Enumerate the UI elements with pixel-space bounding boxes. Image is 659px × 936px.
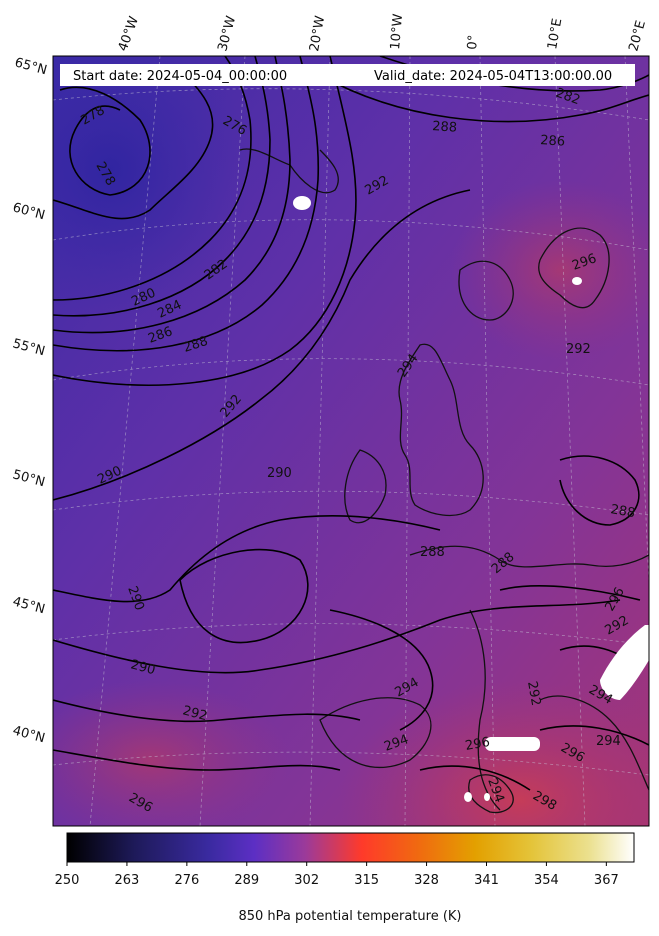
lon-label: 10°W xyxy=(388,13,406,50)
coastlines xyxy=(239,148,649,814)
contour-label: 292 xyxy=(524,680,543,707)
colorbar-tick-label: 289 xyxy=(234,873,259,888)
lon-label: 20°E xyxy=(626,19,649,53)
contour-label: 290 xyxy=(129,657,157,678)
contour-label: 288 xyxy=(609,502,636,521)
colorbar-tick-label: 367 xyxy=(594,873,619,888)
temperature-field xyxy=(53,56,649,826)
lon-label: 0° xyxy=(465,34,481,50)
colorbar-tick-label: 315 xyxy=(354,873,379,888)
colorbar-tick-label: 341 xyxy=(474,873,499,888)
colorbar: 250 263 276 289 302 315 328 341 354 367 850 hPa p… xyxy=(55,832,635,924)
longitude-labels: 40°W 30°W 20°W 10°W 0° 10°E 20°E xyxy=(116,13,649,53)
graticule xyxy=(53,56,649,826)
lon-label: 30°W xyxy=(215,14,239,53)
colorbar-tick-label: 302 xyxy=(294,873,319,888)
colorbar-label: 850 hPa potential temperature (K) xyxy=(238,909,461,924)
contour-label: 294 xyxy=(596,734,621,749)
colorbar-tick-label: 276 xyxy=(174,873,199,888)
header-box xyxy=(60,64,635,86)
colorbar-tick-label: 263 xyxy=(115,873,140,888)
contour-label: 292 xyxy=(181,703,209,724)
map-frame xyxy=(52,55,650,827)
colorbar-tick-label: 354 xyxy=(534,873,559,888)
valid-date: Valid_date: 2024-05-04T13:00:00.00 xyxy=(374,69,612,84)
colorbar-gradient xyxy=(66,832,635,863)
colorbar-tick-label: 328 xyxy=(414,873,439,888)
lat-label: 45°N xyxy=(11,594,47,617)
contour-label: 296 xyxy=(464,735,491,754)
lon-label: 40°W xyxy=(116,14,142,53)
lon-label: 10°E xyxy=(545,17,565,50)
contour-label: 288 xyxy=(420,545,445,560)
latitude-labels: 65°N 60°N 55°N 50°N 45°N 40°N xyxy=(11,55,49,746)
isotherms xyxy=(53,56,649,791)
contour-label: 288 xyxy=(432,119,458,136)
contour-label: 288 xyxy=(182,334,210,356)
lat-label: 55°N xyxy=(11,336,47,359)
lat-label: 65°N xyxy=(13,55,49,78)
contour-label: 286 xyxy=(540,133,566,150)
colorbar-tick-label: 250 xyxy=(55,873,80,888)
lat-label: 50°N xyxy=(11,467,47,490)
lat-label: 40°N xyxy=(11,723,47,746)
contour-label: 290 xyxy=(267,466,292,481)
contour-label: 292 xyxy=(566,342,591,357)
masked-regions xyxy=(293,196,649,802)
lon-label: 20°W xyxy=(307,15,328,53)
lat-label: 60°N xyxy=(11,200,47,223)
colorbar-ticks: 250 263 276 289 302 315 328 341 354 367 xyxy=(55,862,619,888)
start-date: Start date: 2024-05-04_00:00:00 xyxy=(73,69,287,84)
